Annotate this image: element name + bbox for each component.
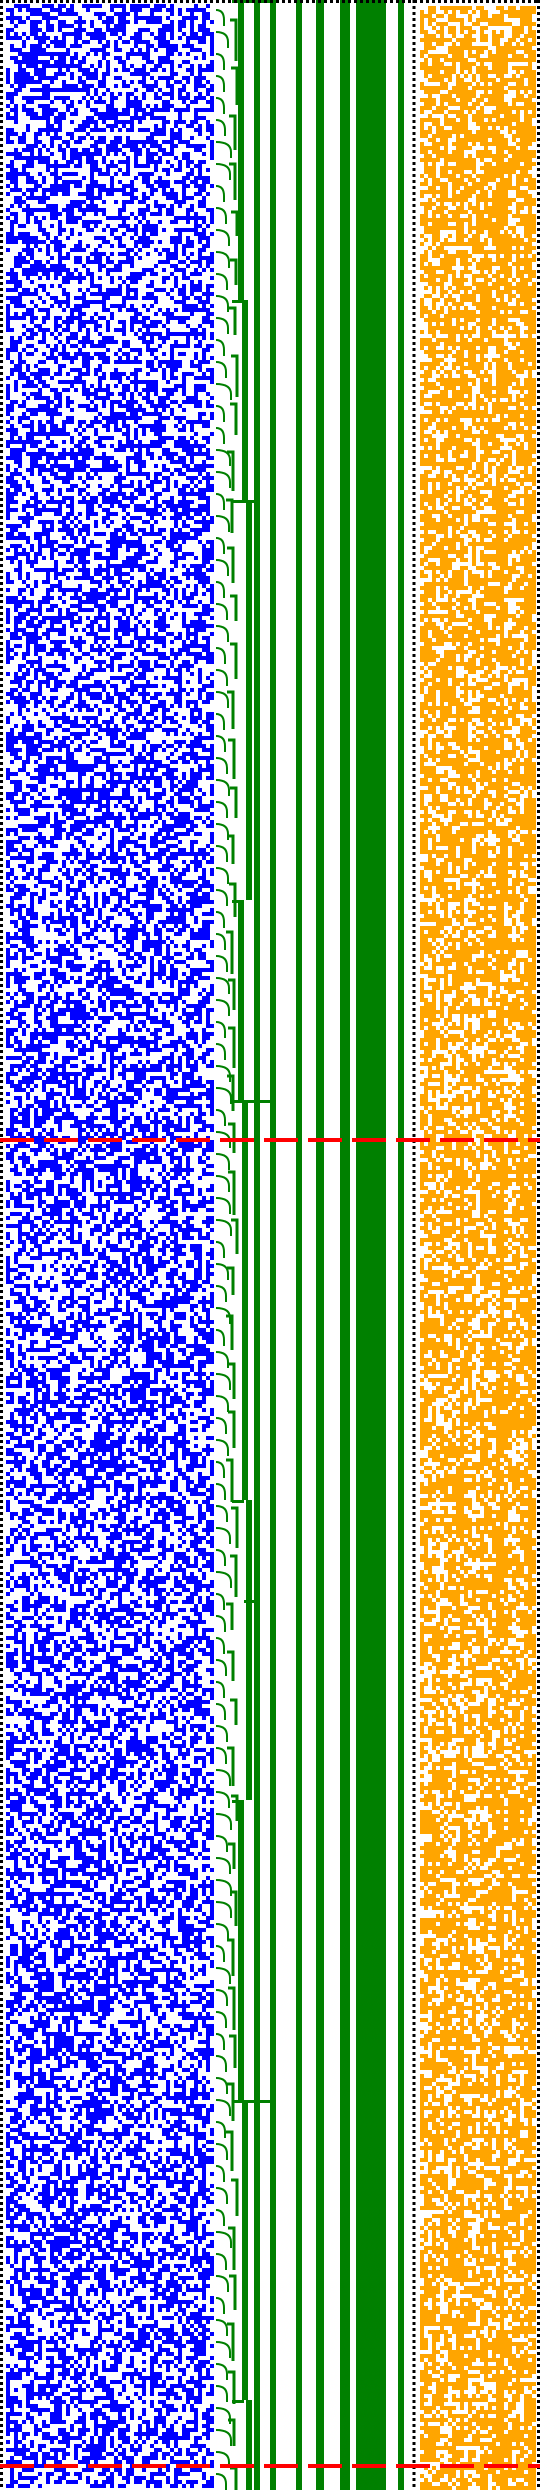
tree-branch-join	[244, 1100, 260, 1103]
green-branching-tree	[215, 0, 276, 2490]
green-bar	[356, 0, 380, 2490]
tree-branch-join	[232, 1500, 244, 1503]
tree-branch-join	[232, 500, 244, 503]
red-dashed-lines	[0, 1138, 540, 2468]
green-bar	[380, 0, 386, 2490]
tree-branch-join	[232, 0, 244, 3]
tree-branch-join	[244, 2100, 260, 2103]
tree-branch-trunk	[242, 300, 248, 500]
tree-branch-trunk	[238, 1800, 244, 2100]
tree-branch-join	[232, 1100, 244, 1103]
tree-branch-trunk	[254, 1600, 260, 2100]
tree-branch-trunk	[254, 500, 260, 1100]
tree-branch-trunk	[246, 1500, 252, 1800]
orange-noise-pixels	[420, 6, 536, 2490]
tree-branch-trunk	[254, 2100, 260, 2490]
tree-branch-join	[258, 1100, 276, 1103]
blue-noise-field	[6, 4, 214, 2488]
tree-branch-join	[232, 2100, 244, 2103]
tree-branch-trunk	[238, 900, 244, 1100]
orange-noise-field	[420, 6, 536, 2490]
green-bar	[398, 0, 404, 2490]
tree-branch-join	[232, 300, 244, 303]
tree-branch-trunk	[254, 0, 260, 500]
green-bar	[296, 0, 302, 2490]
tree-branch-trunk	[246, 500, 252, 900]
tree-branch-trunk	[242, 2100, 248, 2400]
green-bar	[316, 0, 324, 2490]
tree-branch-join	[244, 1600, 260, 1603]
tree-branch-trunk	[238, 0, 244, 300]
tree-branch-join	[232, 900, 244, 903]
blue-noise-pixels	[6, 4, 214, 2488]
tree-mid-branches	[226, 18, 239, 2490]
green-bar	[340, 0, 350, 2490]
tree-branch-trunk	[270, 1100, 276, 2100]
tree-branch-join	[258, 2100, 276, 2103]
green-vertical-bars	[296, 0, 404, 2490]
tree-branch-trunk	[246, 2400, 252, 2490]
tree-branch-join	[244, 500, 260, 503]
tree-branch-trunk	[254, 1100, 260, 1600]
tree-branch-join	[232, 1800, 244, 1803]
tree-branch-trunk	[242, 1100, 248, 1500]
tree-small-branches	[215, 9, 232, 2490]
tree-branch-trunk	[270, 2100, 276, 2490]
tree-branch-trunk	[270, 0, 276, 1100]
tree-branch-join	[232, 2400, 244, 2403]
